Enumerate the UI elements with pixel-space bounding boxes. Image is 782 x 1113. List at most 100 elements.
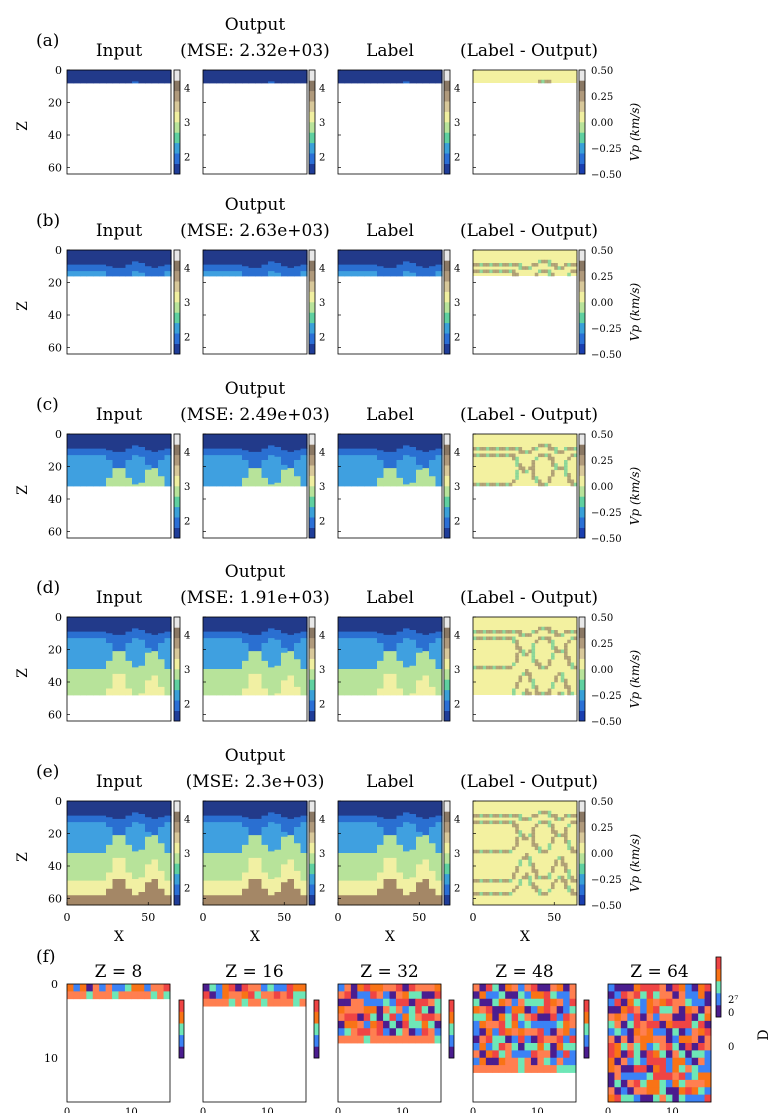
slice-cell [395, 1013, 403, 1022]
diff-mark [531, 476, 536, 480]
velocity-cell [86, 631, 94, 639]
velocity-cell [287, 675, 295, 696]
velocity-cell [344, 853, 352, 882]
diff-mark [499, 630, 503, 634]
diff-mark [531, 843, 536, 847]
velocity-cell [242, 872, 250, 890]
velocity-cell [287, 801, 295, 820]
velocity-cell [216, 448, 224, 456]
diff-mark [495, 263, 500, 267]
x-tick-label: 0 [335, 1107, 341, 1113]
velocity-cell [132, 812, 140, 823]
slice-cell [640, 991, 648, 1000]
diff-mark [531, 869, 536, 873]
velocity-cell [158, 686, 166, 696]
velocity-cell [351, 250, 359, 266]
slice-cell [248, 998, 255, 1007]
slice-cell [67, 991, 74, 1000]
slice-cell [640, 1013, 648, 1022]
slice-cell [479, 1035, 487, 1044]
diff-mark [518, 859, 523, 864]
slice-cell [659, 1020, 667, 1029]
velocity-cell [125, 660, 133, 689]
velocity-cell [338, 271, 346, 277]
diff-mark [570, 447, 575, 451]
velocity-cell [248, 835, 256, 859]
velocity-cell [99, 70, 107, 84]
diff-mark [518, 649, 523, 654]
colorbar-tick-label: 2 [184, 333, 190, 344]
velocity-cell [242, 827, 250, 846]
slice-cell [344, 1028, 352, 1037]
diff-mark [518, 862, 523, 867]
velocity-cell [235, 455, 243, 487]
axes-frame [472, 800, 578, 906]
slice-cell [383, 1006, 390, 1014]
slice-cell [473, 1043, 480, 1051]
colorbar-segment [309, 863, 315, 875]
velocity-cell [351, 880, 359, 896]
velocity-cell [209, 434, 217, 450]
slice-cell [665, 1057, 673, 1066]
slice-cell [691, 1013, 699, 1022]
slice-cell [672, 1087, 680, 1096]
colorbar-segment [309, 710, 315, 722]
slice-cell [685, 1035, 693, 1044]
diff-mark [479, 820, 484, 825]
velocity-cell [274, 665, 282, 694]
diff-mark [515, 643, 519, 647]
diff-mark [502, 892, 506, 896]
velocity-cell [300, 434, 308, 450]
slice-cell [389, 991, 397, 1000]
velocity-cell [242, 617, 250, 634]
velocity-cell [235, 264, 243, 272]
velocity-cell [80, 853, 88, 882]
diff-mark [476, 879, 480, 883]
diff-mark [521, 817, 526, 821]
colorbar-segment [314, 1034, 319, 1047]
velocity-cell [294, 633, 302, 644]
slice-cell [646, 998, 654, 1007]
velocity-cell [93, 271, 101, 277]
velocity-cell [119, 451, 127, 469]
diff-mark [570, 263, 575, 267]
panel-letter: (c) [36, 395, 59, 415]
slice-cell [678, 984, 686, 992]
slice-cell [150, 991, 158, 1000]
colorbar-segment [309, 801, 315, 812]
colorbar-segment [579, 710, 585, 722]
diff-mark [573, 879, 578, 883]
slice-cell [209, 984, 217, 992]
slice-cell [415, 991, 423, 1000]
velocity-cell [274, 892, 282, 906]
slice-cell [511, 1035, 519, 1044]
velocity-cell [242, 888, 250, 906]
diff-mark [567, 659, 571, 663]
diff-mark [525, 817, 529, 821]
velocity-cell [351, 434, 359, 450]
slice-cell [627, 1028, 635, 1037]
z-tick-label: 20 [48, 644, 62, 657]
velocity-cell [112, 250, 120, 269]
diff-mark [489, 482, 493, 487]
velocity-cell [67, 822, 75, 854]
colorbar-frame [443, 616, 451, 722]
diff-mark [525, 669, 529, 673]
slice-cell [659, 1094, 667, 1103]
slice-cell [543, 1035, 551, 1044]
slice-cell [640, 1094, 648, 1103]
velocity-cell [235, 853, 243, 882]
diff-mark [547, 447, 552, 451]
colorbar-segment [579, 322, 585, 334]
colorbar-tick-label: 3 [184, 118, 190, 129]
velocity-cell [383, 857, 391, 880]
slice-cell [498, 1057, 506, 1066]
colorbar-segment [309, 434, 315, 445]
diff-mark [554, 463, 558, 467]
colorbar-segment [444, 679, 450, 691]
diff-mark [531, 263, 536, 267]
velocity-cell [403, 434, 411, 446]
colorbar-frame [443, 69, 451, 175]
velocity-cell [344, 638, 352, 670]
colorbar-segment [309, 343, 315, 355]
